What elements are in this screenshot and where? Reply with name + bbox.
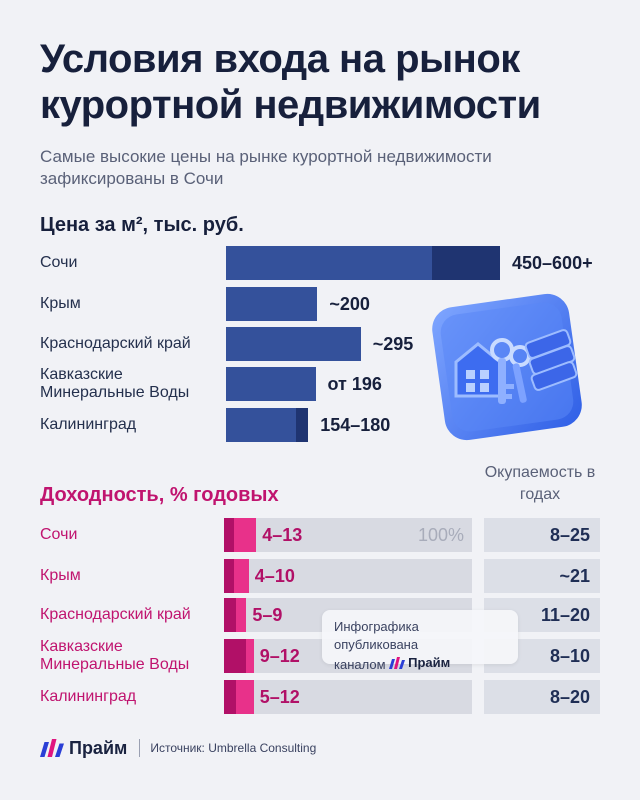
payback-value: 8–25 xyxy=(484,518,600,552)
yield-track xyxy=(224,518,472,552)
price-bar xyxy=(226,367,316,401)
yield-bar-min xyxy=(224,680,237,714)
price-row: Кавказские Минеральные Воды от 196 xyxy=(0,366,640,401)
price-bar xyxy=(226,287,318,321)
price-section-title: Цена за м², тыс. руб. xyxy=(40,214,244,236)
page-subtitle: Самые высокие цены на рынке курортной не… xyxy=(40,147,492,188)
yield-row-label: Калининград xyxy=(40,688,137,705)
price-row: Сочи 450–600+ xyxy=(0,246,640,280)
price-row: Крым ~200 xyxy=(0,287,640,321)
yield-row-label: Краснодарский край xyxy=(40,606,191,623)
yield-section-title: Доходность, % годовых xyxy=(40,484,279,506)
yield-row: Калининград 5–12 8–20 xyxy=(0,680,640,714)
yield-bar-min xyxy=(224,518,234,552)
prime-logo-icon xyxy=(40,739,64,757)
price-value-label: ~200 xyxy=(329,293,370,314)
yield-bar-min xyxy=(224,639,247,673)
watermark-brand-text: Прайм xyxy=(408,655,451,670)
watermark-line1: Инфографика опубликована xyxy=(334,619,419,652)
footer-brand-text: Прайм xyxy=(69,737,128,758)
yield-bar-range xyxy=(236,680,254,714)
page-title: Условия входа на рынок курортной недвижи… xyxy=(40,37,541,127)
yield-track xyxy=(224,680,472,714)
price-bar-range xyxy=(296,408,309,442)
footer-source: Источник: Umbrella Consulting xyxy=(150,741,317,755)
yield-track xyxy=(224,559,472,593)
yield-bar-range xyxy=(246,639,254,673)
price-row: Калининград 154–180 xyxy=(0,408,640,442)
yield-value-label: 4–13 xyxy=(262,524,303,545)
yield-value-label: 4–10 xyxy=(254,565,295,586)
price-bar xyxy=(226,408,297,442)
footer-divider xyxy=(139,739,141,757)
price-value-label: 450–600+ xyxy=(512,252,593,273)
watermark-brand: Прайм xyxy=(389,654,450,672)
price-value-label: от 196 xyxy=(327,373,382,394)
footer-brand: Прайм xyxy=(40,738,127,759)
price-bar xyxy=(226,246,432,280)
yield-bar-min xyxy=(224,598,237,632)
price-row-label: Крым xyxy=(40,295,81,312)
yield-row: Кавказские Минеральные Воды 9–12 8–10 xyxy=(0,638,640,673)
yield-value-label: 5–12 xyxy=(259,686,300,707)
payback-header: Окупаемость в годах xyxy=(484,464,596,503)
yield-row: Краснодарский край 5–9 11–20 xyxy=(0,598,640,632)
price-bar xyxy=(226,327,361,361)
yield-row-label: Крым xyxy=(40,567,81,584)
yield-row: Крым 4–10 ~21 xyxy=(0,559,640,593)
yield-row: Сочи 4–13 100% 8–25 xyxy=(0,518,640,552)
payback-value: ~21 xyxy=(484,559,600,593)
yield-bar-range xyxy=(233,559,249,593)
price-bar-range xyxy=(431,246,500,280)
price-value-label: ~295 xyxy=(372,333,414,354)
yield-value-label: 5–9 xyxy=(252,604,283,625)
price-row-label: Краснодарский край xyxy=(40,335,191,352)
price-value-label: 154–180 xyxy=(320,414,391,435)
price-row-label: Сочи xyxy=(40,254,78,271)
keys-house-icon xyxy=(432,293,582,441)
watermark-line2: каналом xyxy=(334,657,386,672)
footer: Прайм Источник: Umbrella Consulting xyxy=(40,738,316,758)
price-row-label: Кавказские Минеральные Воды xyxy=(40,366,190,401)
yield-bar-range xyxy=(236,598,247,632)
price-row: Краснодарский край ~295 xyxy=(0,327,640,361)
prime-logo-icon xyxy=(389,657,406,669)
yield-bar-range xyxy=(233,518,257,552)
payback-value: 8–20 xyxy=(484,680,600,714)
yield-value-label: 9–12 xyxy=(259,645,300,666)
yield-bar-min xyxy=(224,559,234,593)
yield-row-label: Сочи xyxy=(40,526,78,543)
publication-watermark: Инфографика опубликована каналом Прайм xyxy=(322,610,518,672)
yield-scale-label: 100% xyxy=(417,524,464,545)
yield-row-label: Кавказские Минеральные Воды xyxy=(40,638,190,673)
price-row-label: Калининград xyxy=(40,416,137,433)
